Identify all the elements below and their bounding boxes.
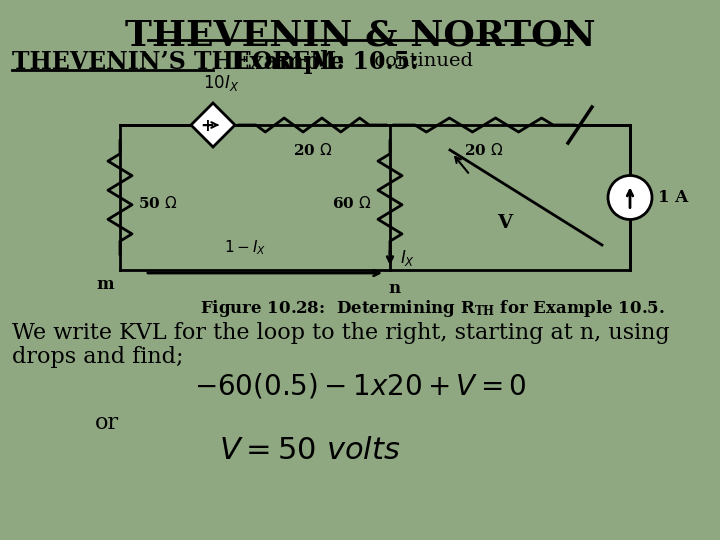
Text: Figure 10.28:  Determining $\mathregular{R_{TH}}$ for Example 10.5.: Figure 10.28: Determining $\mathregular{…: [200, 298, 665, 319]
Text: m: m: [96, 276, 114, 293]
Text: V: V: [498, 213, 513, 232]
Text: 20 $\Omega$: 20 $\Omega$: [464, 142, 504, 158]
Text: drops and find;: drops and find;: [12, 346, 184, 368]
Text: 50 $\Omega$: 50 $\Omega$: [138, 194, 178, 211]
Text: We write KVL for the loop to the right, starting at n, using: We write KVL for the loop to the right, …: [12, 322, 670, 344]
Text: 1 A: 1 A: [658, 189, 688, 206]
Text: +: +: [200, 117, 214, 135]
Text: THEVENIN’S THEOREM:: THEVENIN’S THEOREM:: [12, 50, 345, 74]
Text: 20 $\Omega$: 20 $\Omega$: [292, 142, 333, 158]
Text: or: or: [95, 412, 119, 434]
Text: THEVENIN & NORTON: THEVENIN & NORTON: [125, 18, 595, 52]
Text: $V = 50\ \mathit{volts}$: $V = 50\ \mathit{volts}$: [220, 435, 401, 466]
Text: Example 10.5:: Example 10.5:: [215, 50, 418, 74]
Text: n: n: [388, 280, 400, 297]
Text: continued: continued: [368, 52, 473, 70]
Text: $-60(0.5)-1x20+V=0$: $-60(0.5)-1x20+V=0$: [194, 372, 526, 401]
Text: 60 $\Omega$: 60 $\Omega$: [333, 194, 372, 211]
Circle shape: [608, 176, 652, 219]
Text: $I_X$: $I_X$: [400, 248, 415, 268]
Text: $10I_X$: $10I_X$: [203, 73, 239, 93]
Text: $1 - I_X$: $1 - I_X$: [224, 239, 266, 258]
Polygon shape: [191, 103, 235, 147]
